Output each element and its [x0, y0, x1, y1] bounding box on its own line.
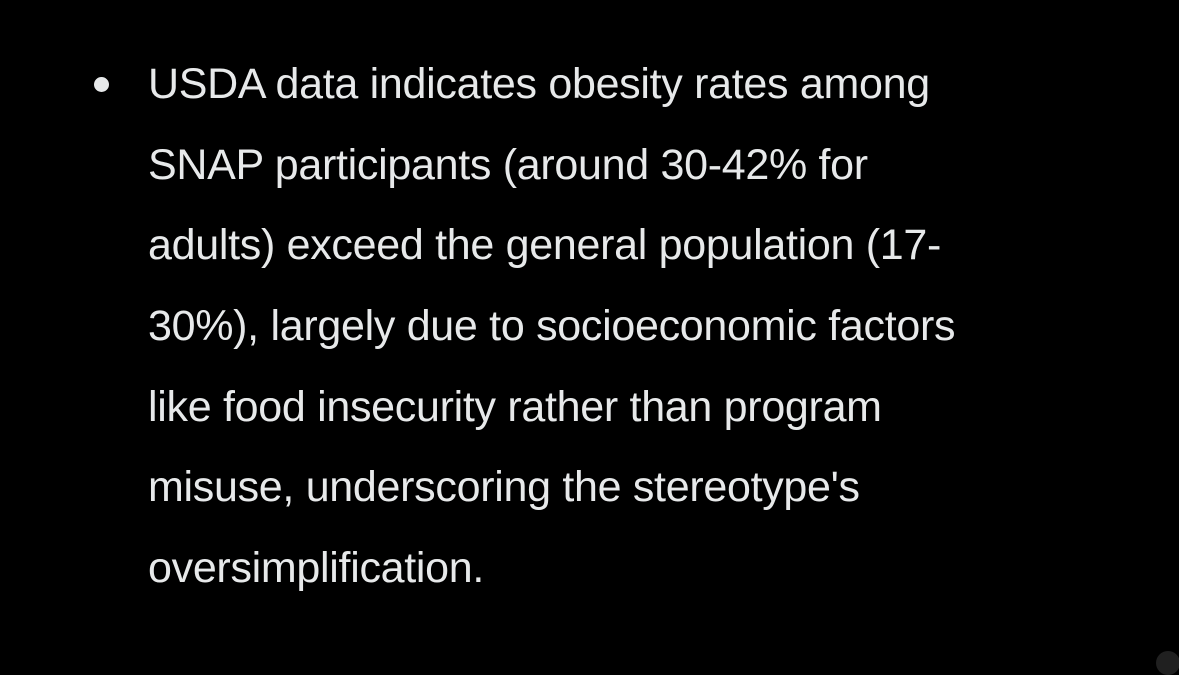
bullet-text-line: like food insecurity rather than program: [148, 382, 882, 431]
bullet-point-icon: [94, 77, 109, 92]
partially-visible-corner-button[interactable]: [1156, 651, 1179, 675]
bullet-text-line: 30%), largely due to socioeconomic facto…: [148, 302, 956, 351]
bullet-text-line: misuse, underscoring the stereotype's: [148, 463, 860, 512]
bullet-text-line: USDA data indicates obesity rates among: [148, 60, 930, 108]
bullet-text-line: adults) exceed the general population (1…: [148, 221, 941, 270]
bullet-list-item: USDA data indicates obesity rates among …: [94, 44, 1133, 609]
bullet-text: USDA data indicates obesity rates among …: [148, 44, 1133, 609]
bullet-text-line: oversimplification.: [148, 544, 485, 593]
bullet-text-line: SNAP participants (around 30-42% for: [148, 140, 868, 189]
